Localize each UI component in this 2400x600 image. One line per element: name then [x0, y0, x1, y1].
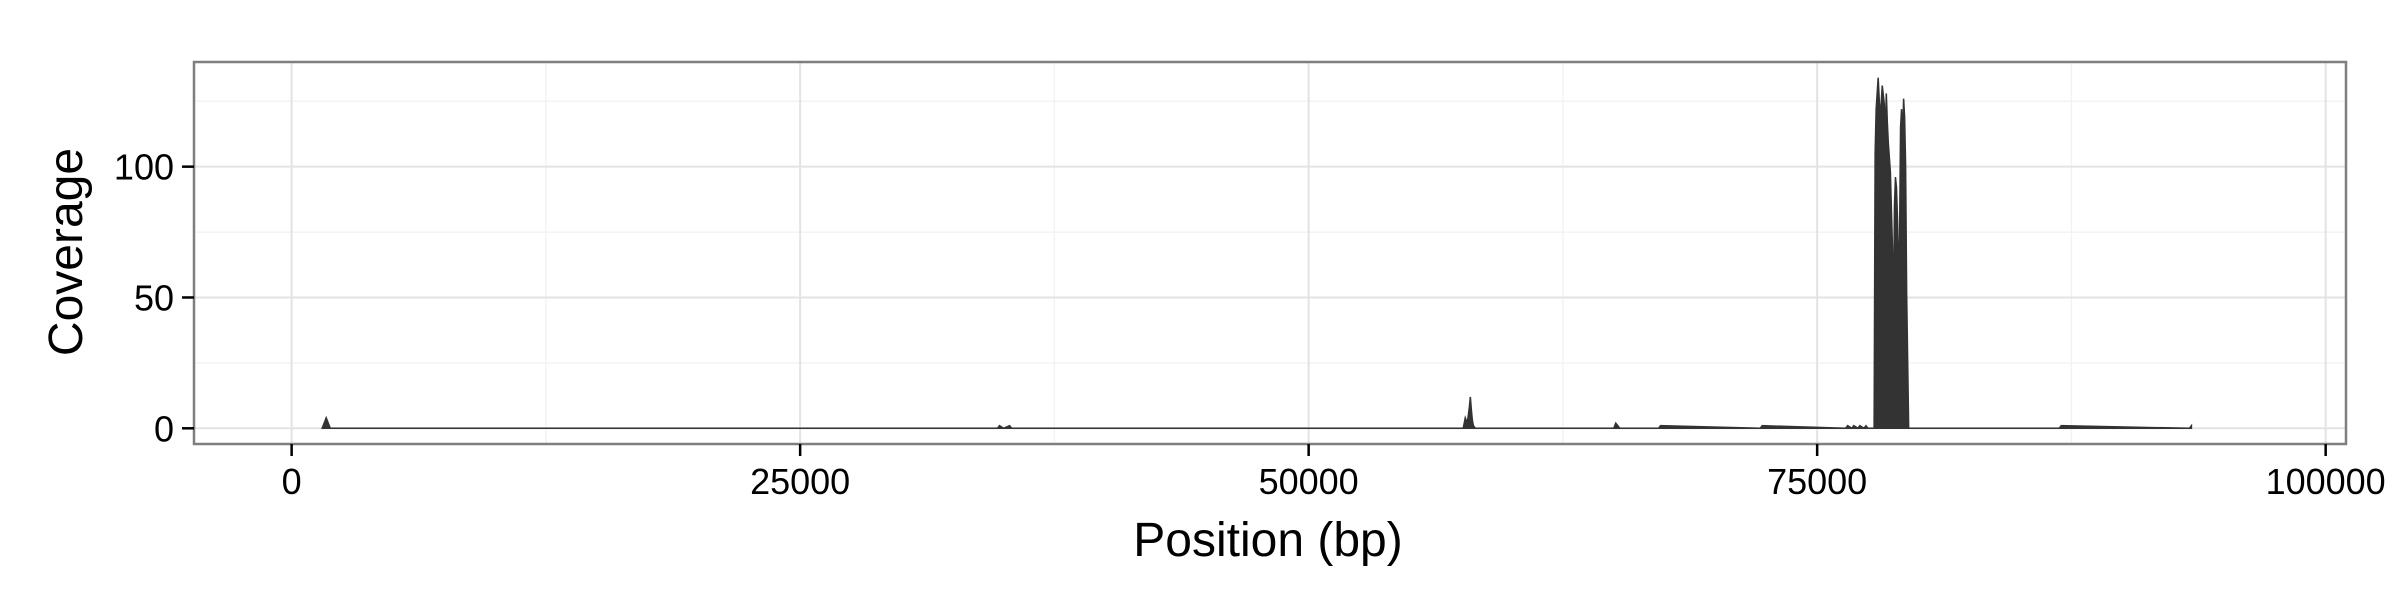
x-tick-label: 75000 — [1767, 461, 1867, 502]
y-axis: 0 50 100 — [114, 147, 194, 449]
plot-background — [194, 62, 2346, 444]
x-axis: 0 25000 50000 75000 100000 — [282, 444, 2386, 502]
coverage-area-series-0 — [321, 77, 2193, 430]
panel-border — [192, 60, 2348, 446]
y-tick-label: 0 — [154, 408, 174, 449]
x-tick-label: 100000 — [2266, 461, 2386, 502]
y-axis-title: Coverage — [40, 148, 93, 356]
x-axis-title: Position (bp) — [1133, 514, 1402, 567]
y-tick-label: 50 — [134, 277, 174, 318]
x-tick-label: 0 — [282, 461, 302, 502]
x-tick-label: 25000 — [750, 461, 850, 502]
x-tick-label: 50000 — [1259, 461, 1359, 502]
data-layer — [321, 77, 2193, 430]
panel-frame — [192, 60, 2348, 446]
y-tick-label: 100 — [114, 147, 174, 188]
plot-panel — [194, 62, 2346, 444]
